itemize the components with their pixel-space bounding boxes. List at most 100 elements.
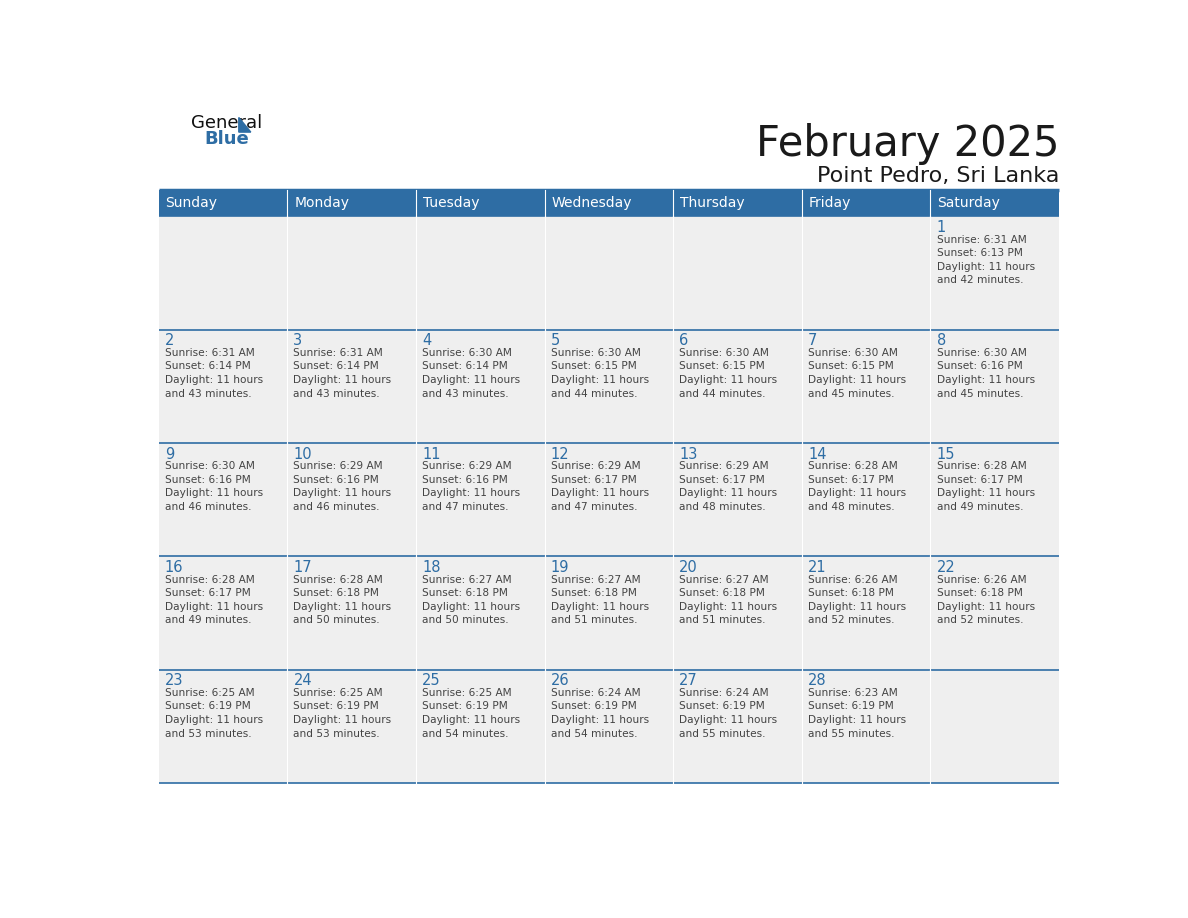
Text: 27: 27	[680, 673, 699, 688]
Text: Sunrise: 6:30 AM
Sunset: 6:15 PM
Daylight: 11 hours
and 44 minutes.: Sunrise: 6:30 AM Sunset: 6:15 PM Dayligh…	[680, 348, 777, 398]
Text: 9: 9	[165, 446, 173, 462]
Polygon shape	[239, 118, 251, 132]
Text: Sunrise: 6:30 AM
Sunset: 6:15 PM
Daylight: 11 hours
and 45 minutes.: Sunrise: 6:30 AM Sunset: 6:15 PM Dayligh…	[808, 348, 906, 398]
Text: Friday: Friday	[809, 196, 851, 210]
Bar	[544, 217, 674, 330]
Text: 11: 11	[422, 446, 441, 462]
Text: 23: 23	[165, 673, 183, 688]
Text: 15: 15	[936, 446, 955, 462]
Text: Monday: Monday	[295, 196, 349, 210]
Bar	[802, 330, 930, 443]
Bar	[158, 443, 287, 556]
Text: Sunrise: 6:31 AM
Sunset: 6:14 PM
Daylight: 11 hours
and 43 minutes.: Sunrise: 6:31 AM Sunset: 6:14 PM Dayligh…	[293, 348, 392, 398]
Text: Sunrise: 6:26 AM
Sunset: 6:18 PM
Daylight: 11 hours
and 52 minutes.: Sunrise: 6:26 AM Sunset: 6:18 PM Dayligh…	[808, 575, 906, 625]
Bar	[802, 556, 930, 670]
Bar	[416, 190, 544, 217]
Text: Sunday: Sunday	[165, 196, 217, 210]
Text: Sunrise: 6:30 AM
Sunset: 6:16 PM
Daylight: 11 hours
and 45 minutes.: Sunrise: 6:30 AM Sunset: 6:16 PM Dayligh…	[936, 348, 1035, 398]
Bar	[544, 670, 674, 783]
Text: Sunrise: 6:28 AM
Sunset: 6:18 PM
Daylight: 11 hours
and 50 minutes.: Sunrise: 6:28 AM Sunset: 6:18 PM Dayligh…	[293, 575, 392, 625]
Bar	[674, 556, 802, 670]
Text: 17: 17	[293, 560, 312, 575]
Bar	[544, 190, 674, 217]
Bar	[416, 670, 544, 783]
Text: Sunrise: 6:25 AM
Sunset: 6:19 PM
Daylight: 11 hours
and 53 minutes.: Sunrise: 6:25 AM Sunset: 6:19 PM Dayligh…	[293, 688, 392, 739]
Bar	[287, 443, 416, 556]
Bar	[802, 670, 930, 783]
Text: Sunrise: 6:23 AM
Sunset: 6:19 PM
Daylight: 11 hours
and 55 minutes.: Sunrise: 6:23 AM Sunset: 6:19 PM Dayligh…	[808, 688, 906, 739]
Text: 5: 5	[551, 333, 560, 348]
Text: Sunrise: 6:27 AM
Sunset: 6:18 PM
Daylight: 11 hours
and 51 minutes.: Sunrise: 6:27 AM Sunset: 6:18 PM Dayligh…	[680, 575, 777, 625]
Bar	[802, 190, 930, 217]
Text: Saturday: Saturday	[937, 196, 1000, 210]
Text: Sunrise: 6:29 AM
Sunset: 6:17 PM
Daylight: 11 hours
and 47 minutes.: Sunrise: 6:29 AM Sunset: 6:17 PM Dayligh…	[551, 461, 649, 512]
Text: General: General	[191, 114, 263, 131]
Text: 13: 13	[680, 446, 697, 462]
Bar	[544, 330, 674, 443]
Bar	[158, 330, 287, 443]
Text: Sunrise: 6:26 AM
Sunset: 6:18 PM
Daylight: 11 hours
and 52 minutes.: Sunrise: 6:26 AM Sunset: 6:18 PM Dayligh…	[936, 575, 1035, 625]
Text: Sunrise: 6:30 AM
Sunset: 6:14 PM
Daylight: 11 hours
and 43 minutes.: Sunrise: 6:30 AM Sunset: 6:14 PM Dayligh…	[422, 348, 520, 398]
Bar	[674, 217, 802, 330]
Text: 22: 22	[936, 560, 955, 575]
Text: 2: 2	[165, 333, 175, 348]
Bar	[930, 217, 1060, 330]
Text: Sunrise: 6:27 AM
Sunset: 6:18 PM
Daylight: 11 hours
and 51 minutes.: Sunrise: 6:27 AM Sunset: 6:18 PM Dayligh…	[551, 575, 649, 625]
Text: 3: 3	[293, 333, 303, 348]
Text: 21: 21	[808, 560, 827, 575]
Text: 12: 12	[551, 446, 569, 462]
Text: Sunrise: 6:25 AM
Sunset: 6:19 PM
Daylight: 11 hours
and 54 minutes.: Sunrise: 6:25 AM Sunset: 6:19 PM Dayligh…	[422, 688, 520, 739]
Bar	[416, 217, 544, 330]
Text: Sunrise: 6:25 AM
Sunset: 6:19 PM
Daylight: 11 hours
and 53 minutes.: Sunrise: 6:25 AM Sunset: 6:19 PM Dayligh…	[165, 688, 263, 739]
Text: Blue: Blue	[204, 129, 249, 148]
Bar	[930, 330, 1060, 443]
Bar	[930, 443, 1060, 556]
Bar	[158, 217, 287, 330]
Text: 18: 18	[422, 560, 441, 575]
Text: Sunrise: 6:28 AM
Sunset: 6:17 PM
Daylight: 11 hours
and 49 minutes.: Sunrise: 6:28 AM Sunset: 6:17 PM Dayligh…	[165, 575, 263, 625]
Bar	[544, 556, 674, 670]
Bar	[674, 443, 802, 556]
Bar	[416, 556, 544, 670]
Text: Sunrise: 6:30 AM
Sunset: 6:15 PM
Daylight: 11 hours
and 44 minutes.: Sunrise: 6:30 AM Sunset: 6:15 PM Dayligh…	[551, 348, 649, 398]
Text: 7: 7	[808, 333, 817, 348]
Text: 16: 16	[165, 560, 183, 575]
Bar	[416, 443, 544, 556]
Bar	[674, 190, 802, 217]
Text: Sunrise: 6:24 AM
Sunset: 6:19 PM
Daylight: 11 hours
and 55 minutes.: Sunrise: 6:24 AM Sunset: 6:19 PM Dayligh…	[680, 688, 777, 739]
Text: Sunrise: 6:29 AM
Sunset: 6:16 PM
Daylight: 11 hours
and 46 minutes.: Sunrise: 6:29 AM Sunset: 6:16 PM Dayligh…	[293, 461, 392, 512]
Text: 10: 10	[293, 446, 312, 462]
Text: 1: 1	[936, 220, 946, 235]
Text: 24: 24	[293, 673, 312, 688]
Text: Sunrise: 6:31 AM
Sunset: 6:13 PM
Daylight: 11 hours
and 42 minutes.: Sunrise: 6:31 AM Sunset: 6:13 PM Dayligh…	[936, 234, 1035, 285]
Bar	[544, 443, 674, 556]
Bar	[802, 443, 930, 556]
Bar	[287, 217, 416, 330]
Bar	[287, 670, 416, 783]
Bar	[802, 217, 930, 330]
Bar	[287, 190, 416, 217]
Text: Sunrise: 6:24 AM
Sunset: 6:19 PM
Daylight: 11 hours
and 54 minutes.: Sunrise: 6:24 AM Sunset: 6:19 PM Dayligh…	[551, 688, 649, 739]
Bar	[930, 190, 1060, 217]
Text: Sunrise: 6:31 AM
Sunset: 6:14 PM
Daylight: 11 hours
and 43 minutes.: Sunrise: 6:31 AM Sunset: 6:14 PM Dayligh…	[165, 348, 263, 398]
Text: 8: 8	[936, 333, 946, 348]
Bar	[158, 670, 287, 783]
Text: 25: 25	[422, 673, 441, 688]
Bar	[674, 670, 802, 783]
Bar	[674, 330, 802, 443]
Text: Wednesday: Wednesday	[551, 196, 632, 210]
Text: 26: 26	[551, 673, 569, 688]
Bar	[158, 556, 287, 670]
Text: Sunrise: 6:29 AM
Sunset: 6:16 PM
Daylight: 11 hours
and 47 minutes.: Sunrise: 6:29 AM Sunset: 6:16 PM Dayligh…	[422, 461, 520, 512]
Text: 20: 20	[680, 560, 699, 575]
Text: Sunrise: 6:29 AM
Sunset: 6:17 PM
Daylight: 11 hours
and 48 minutes.: Sunrise: 6:29 AM Sunset: 6:17 PM Dayligh…	[680, 461, 777, 512]
Text: 28: 28	[808, 673, 827, 688]
Text: 14: 14	[808, 446, 827, 462]
Bar	[287, 556, 416, 670]
Text: 4: 4	[422, 333, 431, 348]
Text: Sunrise: 6:30 AM
Sunset: 6:16 PM
Daylight: 11 hours
and 46 minutes.: Sunrise: 6:30 AM Sunset: 6:16 PM Dayligh…	[165, 461, 263, 512]
Text: Sunrise: 6:28 AM
Sunset: 6:17 PM
Daylight: 11 hours
and 48 minutes.: Sunrise: 6:28 AM Sunset: 6:17 PM Dayligh…	[808, 461, 906, 512]
Text: Tuesday: Tuesday	[423, 196, 479, 210]
Text: February 2025: February 2025	[756, 123, 1060, 165]
Text: 6: 6	[680, 333, 689, 348]
